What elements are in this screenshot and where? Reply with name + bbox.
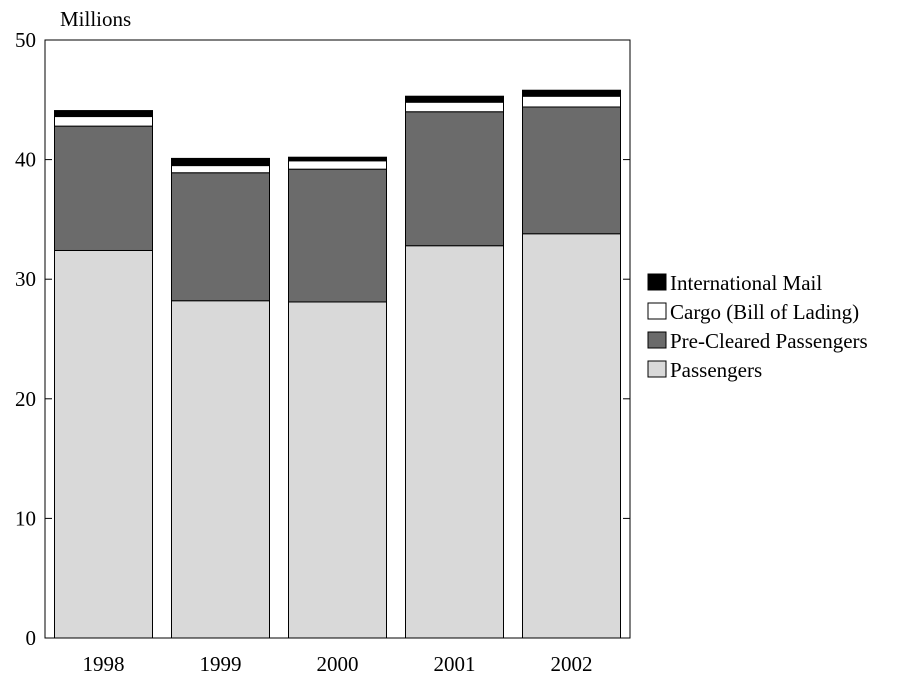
y-tick-label-10: 10: [15, 506, 36, 530]
x-tick-label-2001: 2001: [434, 652, 476, 675]
bar-2000-series-2: [288, 160, 387, 170]
bar-1998-series-3: [54, 110, 153, 118]
bar-2001-series-0: [405, 245, 504, 639]
bar-2000-series-1: [288, 168, 387, 303]
bar-1998-series-1: [54, 125, 153, 251]
bar-2002-series-3: [522, 89, 621, 97]
legend-swatch-0: [647, 273, 667, 291]
y-tick-label-0: 0: [26, 626, 37, 650]
y-tick-label-20: 20: [15, 387, 36, 411]
legend: International Mail Cargo (Bill of Lading)…: [647, 271, 868, 382]
x-tick-label-2000: 2000: [317, 652, 359, 675]
x-tick-label-1999: 1999: [200, 652, 242, 675]
bar-1998-series-0: [54, 249, 153, 639]
bar-1999-series-1: [171, 172, 270, 302]
legend-swatch-3: [647, 360, 667, 378]
bar-2000-series-0: [288, 301, 387, 639]
bar-1999-series-3: [171, 157, 270, 167]
y-axis-label: Millions: [60, 7, 131, 31]
y-tick-label-30: 30: [15, 267, 36, 291]
plot-frame: [44, 39, 631, 639]
bar-2002-series-2: [522, 95, 621, 108]
legend-swatch-2: [647, 331, 667, 349]
bar-2002-series-1: [522, 106, 621, 235]
legend-label-0: International Mail: [670, 271, 822, 295]
legend-swatch-1: [647, 302, 667, 320]
bar-2002-series-0: [522, 233, 621, 639]
legend-label-3: Passengers: [670, 358, 762, 382]
bar-1999-series-2: [171, 165, 270, 174]
legend-label-2: Pre-Cleared Passengers: [670, 329, 868, 353]
y-tick-label-50: 50: [15, 28, 36, 52]
legend-label-1: Cargo (Bill of Lading): [670, 300, 859, 324]
x-tick-label-2002: 2002: [551, 652, 593, 675]
bar-2001-series-1: [405, 111, 504, 247]
bar-1998-series-2: [54, 116, 153, 127]
bar-2001-series-2: [405, 101, 504, 113]
bar-1999-series-0: [171, 300, 270, 639]
x-tick-label-1998: 1998: [83, 652, 125, 675]
bar-2001-series-3: [405, 95, 504, 103]
bars-layer: [54, 89, 621, 639]
bar-2000-series-3: [288, 156, 387, 162]
axes-layer: 1998 1999 2000 2001 2002 0 10 20 30 40 50: [15, 28, 631, 676]
y-tick-label-40: 40: [15, 148, 36, 172]
